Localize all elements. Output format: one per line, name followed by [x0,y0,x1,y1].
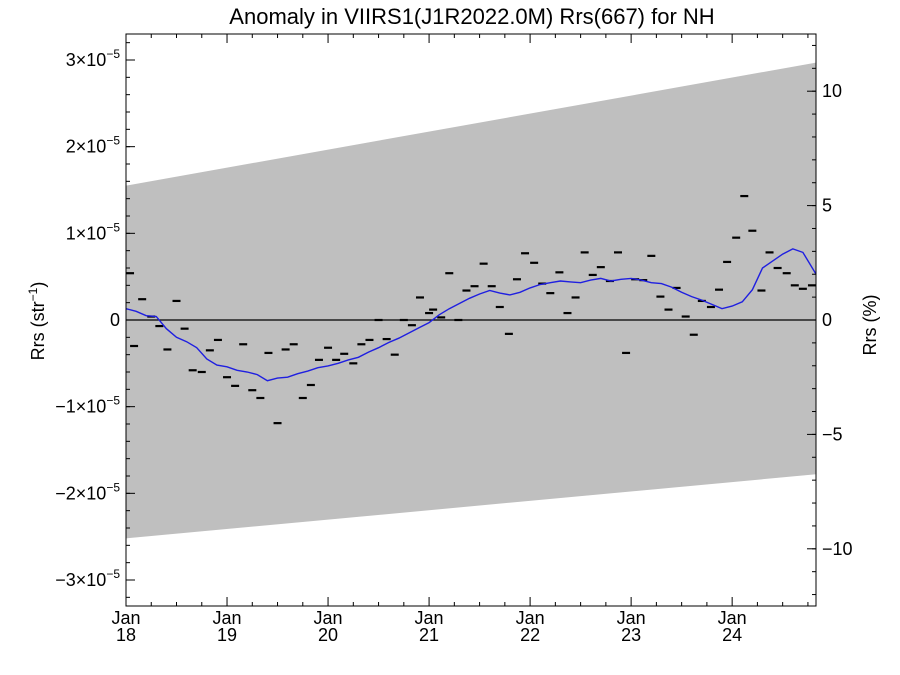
left-tick-label: −3×10−5 [55,567,120,590]
right-tick-label: −5 [822,424,843,444]
left-tick-label-exponent: −5 [106,567,120,581]
left-tick-label-base: −1×10 [55,397,106,417]
x-tick-month: Jan [213,608,242,628]
right-axis-label: Rrs (%) [860,295,880,356]
left-tick-label-exponent: −5 [106,220,120,234]
plot-area: 3×10−52×10−51×10−50−1×10−5−2×10−5−3×10−5… [55,33,853,645]
left-tick-label: 0 [110,310,120,330]
chart-title: Anomaly in VIIRS1(J1R2022.0M) Rrs(667) f… [229,4,714,29]
x-tick-year: 21 [419,625,439,645]
left-tick-label-base: 1×10 [66,223,107,243]
x-tick-year: 24 [722,625,742,645]
left-tick-label: 1×10−5 [66,220,121,243]
left-tick-label: −2×10−5 [55,480,120,503]
x-tick-month: Jan [516,608,545,628]
left-tick-label: 2×10−5 [66,134,121,157]
x-tick-year: 22 [520,625,540,645]
right-tick-label: 0 [822,310,832,330]
right-tick-label: 5 [822,196,832,216]
x-tick-month: Jan [314,608,343,628]
x-tick-month: Jan [415,608,444,628]
left-tick-label-exponent: −5 [106,134,120,148]
x-tick-year: 18 [116,625,136,645]
left-tick-label-base: 0 [110,310,120,330]
left-axis-label-sup: −1 [26,287,40,301]
left-tick-label: 3×10−5 [66,47,121,70]
left-tick-label-exponent: −5 [106,480,120,494]
x-tick-month: Jan [718,608,747,628]
left-tick-label-base: 3×10 [66,50,107,70]
x-tick-year: 19 [217,625,237,645]
smoothed-line [125,248,817,382]
left-tick-label-exponent: −5 [106,394,120,408]
x-tick-year: 20 [318,625,338,645]
uncertainty-band [126,62,816,539]
right-tick-label: 10 [822,81,842,101]
left-axis-label-base: Rrs (str [28,301,48,360]
left-tick-label-exponent: −5 [106,47,120,61]
right-tick-label: −10 [822,539,853,559]
x-tick-month: Jan [111,608,140,628]
left-tick-label: −1×10−5 [55,394,120,417]
left-tick-label-base: −3×10 [55,570,106,590]
x-tick-year: 23 [621,625,641,645]
left-tick-label-base: 2×10 [66,137,107,157]
left-tick-label-base: −2×10 [55,483,106,503]
left-axis-label: Rrs (str−1) [26,282,48,361]
left-axis-label-tail: ) [28,282,48,288]
x-tick-month: Jan [617,608,646,628]
